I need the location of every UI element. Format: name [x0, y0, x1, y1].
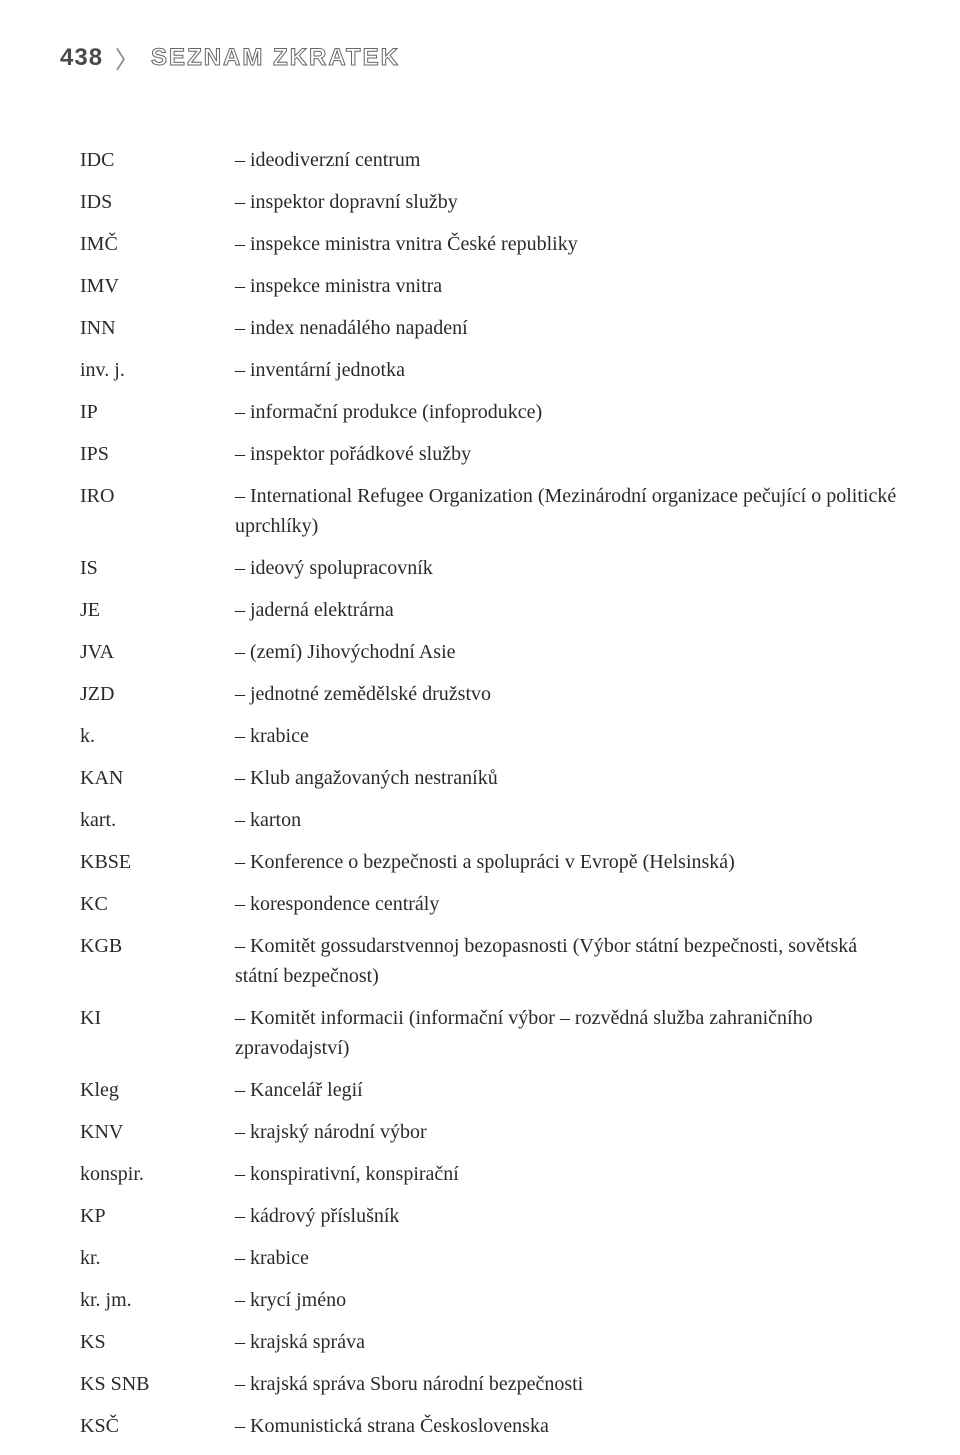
abbreviation: kr.: [80, 1243, 235, 1273]
list-item: IMČ– inspekce ministra vnitra České repu…: [80, 229, 900, 259]
abbreviation: JZD: [80, 679, 235, 709]
list-item: IMV– inspekce ministra vnitra: [80, 271, 900, 301]
definition: – Klub angažovaných nestraníků: [235, 763, 900, 793]
abbreviation: KSČ: [80, 1411, 235, 1441]
list-item: KS– krajská správa: [80, 1327, 900, 1357]
abbreviation: JE: [80, 595, 235, 625]
abbreviation: KI: [80, 1003, 235, 1033]
definition: – inspekce ministra vnitra: [235, 271, 900, 301]
definition: – International Refugee Organization (Me…: [235, 481, 900, 541]
abbreviation: Kleg: [80, 1075, 235, 1105]
definition: – konspirativní, konspirační: [235, 1159, 900, 1189]
definition: – inspektor pořádkové služby: [235, 439, 900, 469]
abbreviation: JVA: [80, 637, 235, 667]
list-item: INN– index nenadálého napadení: [80, 313, 900, 343]
definition: – krycí jméno: [235, 1285, 900, 1315]
list-item: KS SNB– krajská správa Sboru národní bez…: [80, 1369, 900, 1399]
list-item: JZD– jednotné zemědělské družstvo: [80, 679, 900, 709]
abbreviation: kart.: [80, 805, 235, 835]
list-item: JVA– (zemí) Jihovýchodní Asie: [80, 637, 900, 667]
definition: – krajský národní výbor: [235, 1117, 900, 1147]
abbreviation: IP: [80, 397, 235, 427]
abbreviation: kr. jm.: [80, 1285, 235, 1315]
definition: – korespondence centrály: [235, 889, 900, 919]
definition: – (zemí) Jihovýchodní Asie: [235, 637, 900, 667]
list-item: KP– kádrový příslušník: [80, 1201, 900, 1231]
page-number: 438: [60, 44, 103, 72]
definition: – Konference o bezpečnosti a spolupráci …: [235, 847, 900, 877]
definition: – krajská správa Sboru národní bezpečnos…: [235, 1369, 900, 1399]
list-item: kr. jm.– krycí jméno: [80, 1285, 900, 1315]
definition: – kádrový příslušník: [235, 1201, 900, 1231]
list-item: KC– korespondence centrály: [80, 889, 900, 919]
abbreviation: IMV: [80, 271, 235, 301]
abbreviation: KNV: [80, 1117, 235, 1147]
definition: – krabice: [235, 1243, 900, 1273]
list-item: KNV– krajský národní výbor: [80, 1117, 900, 1147]
definition: – Kancelář legií: [235, 1075, 900, 1105]
abbreviation: IDC: [80, 145, 235, 175]
list-item: IS– ideový spolupracovník: [80, 553, 900, 583]
list-item: kr.– krabice: [80, 1243, 900, 1273]
definition: – inspekce ministra vnitra České republi…: [235, 229, 900, 259]
list-item: Kleg– Kancelář legií: [80, 1075, 900, 1105]
list-item: KAN– Klub angažovaných nestraníků: [80, 763, 900, 793]
abbreviation: IMČ: [80, 229, 235, 259]
list-item: IPS– inspektor pořádkové služby: [80, 439, 900, 469]
list-item: inv. j.– inventární jednotka: [80, 355, 900, 385]
list-item: IRO– International Refugee Organization …: [80, 481, 900, 541]
definition: – karton: [235, 805, 900, 835]
list-item: KGB– Komitět gossudarstvennoj bezopasnos…: [80, 931, 900, 991]
abbreviation: INN: [80, 313, 235, 343]
definition: – inventární jednotka: [235, 355, 900, 385]
definition: – krabice: [235, 721, 900, 751]
list-item: IDS– inspektor dopravní služby: [80, 187, 900, 217]
definition: – jednotné zemědělské družstvo: [235, 679, 900, 709]
abbreviation: IS: [80, 553, 235, 583]
definition: – ideodiverzní centrum: [235, 145, 900, 175]
list-item: IDC– ideodiverzní centrum: [80, 145, 900, 175]
list-item: KI– Komitět informacii (informační výbor…: [80, 1003, 900, 1063]
abbreviation: konspir.: [80, 1159, 235, 1189]
definition: – krajská správa: [235, 1327, 900, 1357]
abbreviation-list: IDC– ideodiverzní centrumIDS– inspektor …: [60, 145, 900, 1441]
list-item: k.– krabice: [80, 721, 900, 751]
list-item: KSČ– Komunistická strana Československa: [80, 1411, 900, 1441]
definition: – Komunistická strana Československa: [235, 1411, 900, 1441]
abbreviation: IDS: [80, 187, 235, 217]
abbreviation: KAN: [80, 763, 235, 793]
abbreviation: IRO: [80, 481, 235, 511]
definition: – ideový spolupracovník: [235, 553, 900, 583]
abbreviation: KC: [80, 889, 235, 919]
list-item: KBSE– Konference o bezpečnosti a spolupr…: [80, 847, 900, 877]
definition: – jaderná elektrárna: [235, 595, 900, 625]
abbreviation: KS: [80, 1327, 235, 1357]
definition: – Komitět informacii (informační výbor –…: [235, 1003, 900, 1063]
definition: – inspektor dopravní služby: [235, 187, 900, 217]
list-item: kart.– karton: [80, 805, 900, 835]
page-header: 438 〉 SEZNAM ZKRATEK: [60, 40, 900, 75]
chevron-right-icon: 〉: [115, 40, 139, 75]
abbreviation: KBSE: [80, 847, 235, 877]
abbreviation: KGB: [80, 931, 235, 961]
definition: – Komitět gossudarstvennoj bezopasnosti …: [235, 931, 900, 991]
list-item: JE– jaderná elektrárna: [80, 595, 900, 625]
abbreviation: inv. j.: [80, 355, 235, 385]
abbreviation: KP: [80, 1201, 235, 1231]
definition: – index nenadálého napadení: [235, 313, 900, 343]
definition: – informační produkce (infoprodukce): [235, 397, 900, 427]
abbreviation: k.: [80, 721, 235, 751]
section-title: SEZNAM ZKRATEK: [151, 44, 400, 72]
list-item: konspir.– konspirativní, konspirační: [80, 1159, 900, 1189]
abbreviation: KS SNB: [80, 1369, 235, 1399]
abbreviation: IPS: [80, 439, 235, 469]
list-item: IP– informační produkce (infoprodukce): [80, 397, 900, 427]
